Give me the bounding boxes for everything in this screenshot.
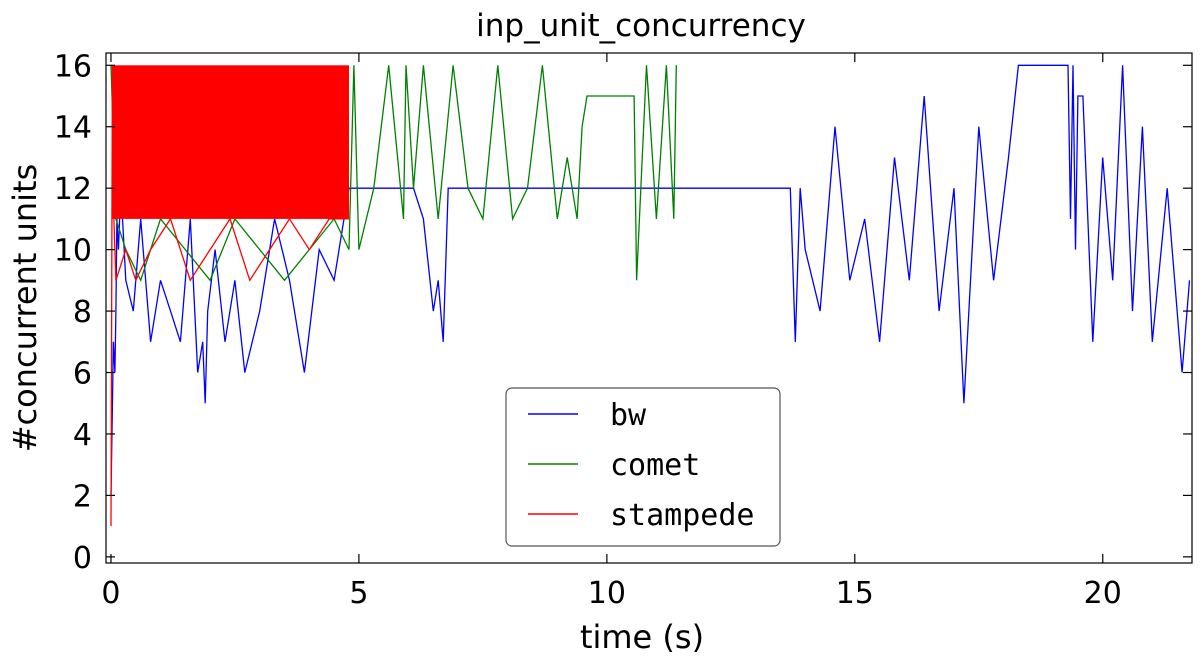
y-tick-label: 2 xyxy=(73,479,92,514)
ticks-layer: 0 5 10 15 20 0 2 4 6 8 10 12 14 16 xyxy=(54,49,1192,611)
y-tick-label: 8 xyxy=(73,295,92,330)
series-layer xyxy=(110,64,1191,527)
series-line-comet xyxy=(110,65,677,283)
x-axis-label: time (s) xyxy=(580,618,704,656)
y-tick-label: 12 xyxy=(54,172,92,207)
series-line-bw xyxy=(110,64,1191,496)
legend: bw comet stampede xyxy=(505,387,781,547)
y-tick-label: 0 xyxy=(73,541,92,576)
y-axis-label: #concurrent units xyxy=(6,164,44,453)
legend-label-stampede: stampede xyxy=(610,498,755,533)
legend-label-comet: comet xyxy=(610,448,700,483)
x-tick-label: 20 xyxy=(1084,576,1122,611)
legend-box xyxy=(505,387,781,547)
plot-frame xyxy=(105,52,1193,564)
x-tick-label: 10 xyxy=(588,576,626,611)
x-tick-label: 0 xyxy=(101,576,120,611)
x-tick-label: 5 xyxy=(349,576,368,611)
y-tick-label: 4 xyxy=(73,418,92,453)
x-tick-label: 15 xyxy=(836,576,874,611)
legend-label-bw: bw xyxy=(610,398,647,433)
series-band-stampede xyxy=(111,65,349,219)
chart-title: inp_unit_concurrency xyxy=(476,8,806,44)
y-tick-label: 6 xyxy=(73,357,92,392)
y-tick-label: 16 xyxy=(54,49,92,84)
y-tick-label: 14 xyxy=(54,111,92,146)
series-line-stampede xyxy=(110,65,349,527)
y-tick-label: 10 xyxy=(54,234,92,269)
